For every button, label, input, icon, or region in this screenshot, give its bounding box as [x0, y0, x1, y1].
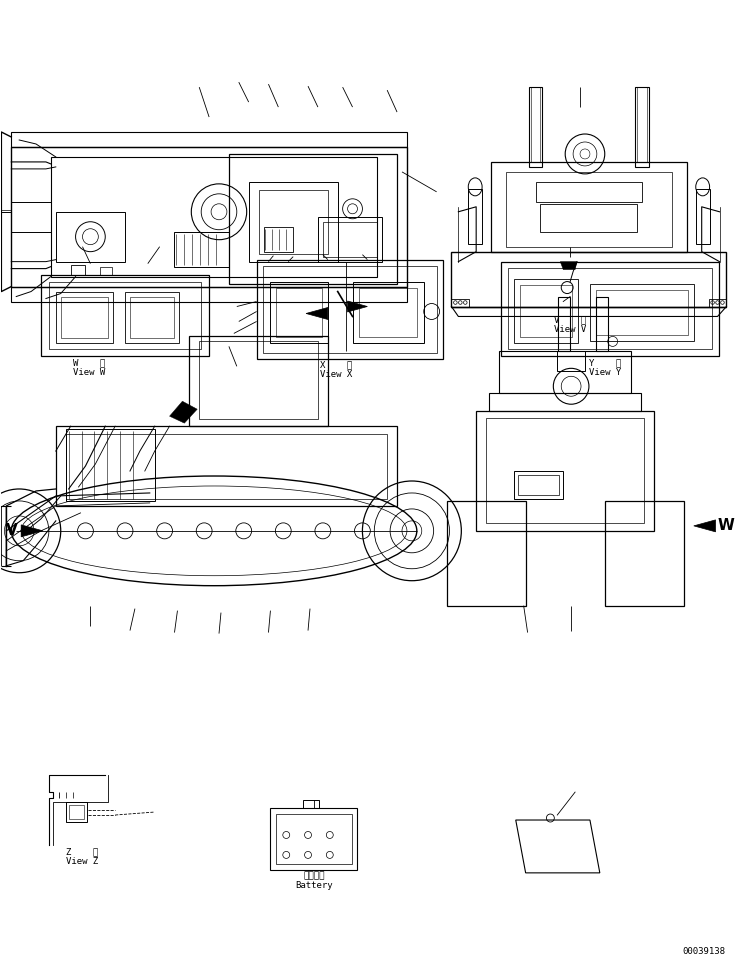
Polygon shape	[21, 526, 43, 537]
Bar	[200, 342, 318, 420]
Bar	[590, 284, 694, 342]
Bar	[189, 337, 328, 427]
Bar	[276, 288, 322, 338]
Bar	[71, 265, 86, 275]
Text: Battery: Battery	[295, 880, 333, 889]
Bar	[51, 158, 378, 278]
Text: バッテリ: バッテリ	[303, 870, 324, 879]
Polygon shape	[169, 402, 197, 424]
Bar	[66, 802, 87, 823]
Bar	[528, 88, 542, 168]
Bar	[520, 285, 572, 338]
Text: Z    視: Z 視	[66, 846, 98, 855]
Bar	[66, 430, 154, 502]
Bar	[452, 253, 726, 308]
Bar	[49, 283, 201, 350]
Bar	[11, 148, 407, 287]
Text: W    視: W 視	[72, 357, 105, 367]
Bar	[486, 419, 644, 524]
Bar	[55, 427, 397, 506]
Text: View X: View X	[319, 370, 352, 379]
Bar	[270, 283, 328, 344]
Bar	[596, 297, 607, 352]
Bar	[452, 299, 469, 308]
Bar	[359, 288, 417, 338]
Bar	[248, 183, 338, 262]
Bar	[531, 88, 540, 162]
Bar	[101, 267, 112, 275]
Text: Y    視: Y 視	[589, 357, 621, 367]
Bar	[536, 183, 642, 203]
Bar	[323, 223, 378, 258]
Bar	[446, 502, 525, 606]
Bar	[11, 287, 407, 302]
Bar	[353, 283, 423, 344]
Bar	[499, 352, 631, 394]
Bar	[303, 801, 319, 808]
Bar	[55, 212, 125, 262]
Bar	[489, 394, 641, 411]
Bar	[558, 297, 571, 352]
Bar	[605, 502, 684, 606]
Bar	[270, 808, 358, 870]
Bar	[596, 290, 688, 336]
Bar	[636, 88, 650, 168]
Bar	[55, 292, 113, 344]
Bar	[174, 233, 229, 267]
Bar	[514, 472, 563, 500]
Text: View Y: View Y	[589, 368, 621, 377]
Bar	[318, 217, 382, 262]
Bar	[229, 155, 397, 284]
Polygon shape	[306, 308, 328, 320]
Bar	[125, 292, 180, 344]
Bar	[491, 162, 687, 253]
Bar	[264, 228, 293, 253]
Text: View Z: View Z	[66, 856, 98, 865]
Text: View V: View V	[554, 325, 586, 334]
Bar	[506, 173, 672, 247]
Bar	[514, 280, 578, 344]
Bar	[469, 189, 482, 244]
Bar	[69, 805, 84, 819]
Polygon shape	[694, 520, 715, 532]
Text: W: W	[718, 517, 735, 532]
Text: 00039138: 00039138	[682, 946, 726, 954]
Text: X    視: X 視	[319, 360, 352, 369]
Bar	[66, 434, 387, 500]
Bar	[508, 268, 712, 350]
Text: V    視: V 視	[554, 315, 586, 324]
Bar	[476, 411, 654, 531]
Bar	[540, 205, 638, 233]
Bar	[276, 814, 352, 864]
Bar	[638, 88, 647, 162]
Bar	[41, 275, 209, 357]
Bar	[262, 266, 437, 354]
Bar	[61, 297, 108, 339]
Bar	[518, 476, 559, 496]
Polygon shape	[560, 262, 577, 270]
Text: V: V	[7, 522, 18, 537]
Bar	[11, 133, 407, 148]
Text: View W: View W	[72, 368, 105, 377]
Polygon shape	[347, 302, 367, 312]
Bar	[130, 297, 174, 339]
Bar	[709, 299, 726, 308]
Bar	[256, 260, 443, 360]
Bar	[259, 190, 328, 255]
Bar	[557, 352, 585, 372]
Bar	[501, 262, 718, 357]
Bar	[695, 189, 709, 244]
